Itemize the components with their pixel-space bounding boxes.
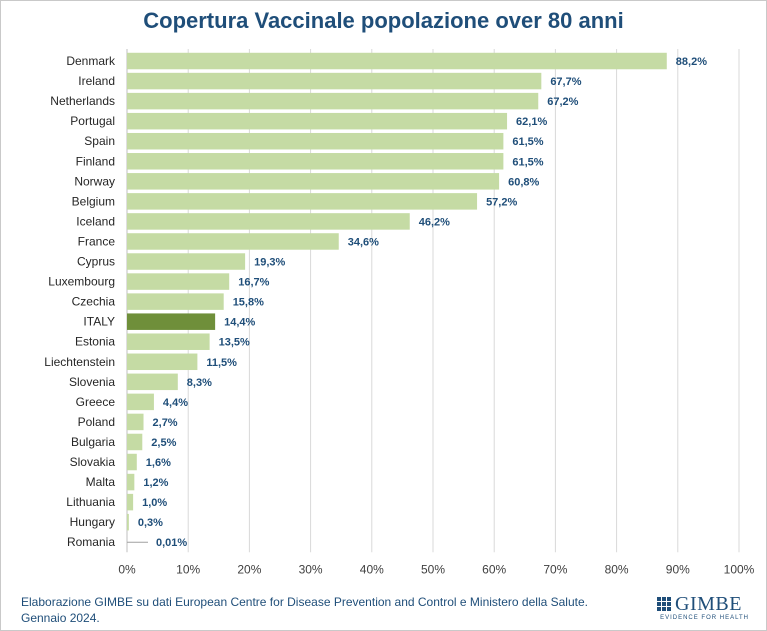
category-label: ITALY	[83, 315, 115, 329]
data-label: 16,7%	[238, 277, 269, 289]
category-label: Norway	[74, 174, 115, 188]
x-tick-label: 0%	[118, 562, 136, 576]
bar-norway	[127, 173, 500, 190]
data-label: 1,2%	[143, 477, 168, 489]
bar-france	[127, 233, 339, 250]
category-label: Romania	[67, 535, 115, 549]
bar-chart: 0% 10% 20% 30% 40% 50% 60% 70% 80% 90% 100% Denmark…	[44, 49, 755, 576]
data-label: 1,0%	[142, 497, 167, 509]
logo-grid-icon	[657, 597, 671, 611]
logo-tagline: EVIDENCE FOR HEALTH	[660, 615, 749, 621]
category-label: Spain	[84, 134, 115, 148]
x-tick-label: 30%	[299, 562, 323, 576]
category-label: Luxembourg	[48, 275, 115, 289]
data-label: 14,4%	[224, 317, 255, 329]
category-label: Ireland	[78, 74, 115, 88]
category-label: Finland	[76, 154, 115, 168]
category-label: Malta	[86, 475, 116, 489]
bar-spain	[127, 132, 504, 150]
bar-luxembourg	[127, 273, 230, 290]
bar-hungary	[127, 513, 129, 531]
bar-portugal	[127, 112, 508, 130]
data-label: 13,5%	[219, 337, 250, 349]
bar-malta	[127, 473, 135, 491]
category-label: Netherlands	[50, 94, 115, 108]
logo-name: GIMBE	[675, 593, 742, 615]
bar-denmark	[127, 52, 667, 70]
category-label: Estonia	[75, 335, 115, 349]
category-label: Portugal	[70, 114, 115, 128]
bar-poland	[127, 413, 144, 431]
data-label: 61,5%	[512, 156, 543, 168]
source-line-1: Elaborazione GIMBE su dati European Cent…	[21, 595, 588, 609]
category-label: Slovenia	[69, 375, 115, 389]
category-label: Belgium	[72, 194, 115, 208]
data-label: 15,8%	[233, 297, 264, 309]
x-tick-label: 40%	[360, 562, 384, 576]
category-label: Slovakia	[70, 455, 116, 469]
category-label: Czechia	[72, 295, 116, 309]
x-tick-label: 10%	[176, 562, 200, 576]
bar-slovenia	[127, 373, 178, 391]
x-tick-label: 70%	[543, 562, 567, 576]
x-tick-label: 90%	[666, 562, 690, 576]
bar-ireland	[127, 72, 542, 90]
x-tick-label: 20%	[237, 562, 261, 576]
data-label: 4,4%	[163, 397, 188, 409]
data-label: 2,5%	[151, 437, 176, 449]
data-label: 2,7%	[153, 417, 178, 429]
source-note: Elaborazione GIMBE su dati European Cent…	[21, 594, 588, 626]
category-label: Lithuania	[66, 495, 115, 509]
data-label: 0,3%	[138, 517, 163, 529]
data-label: 57,2%	[486, 196, 517, 208]
data-label: 67,7%	[550, 76, 581, 88]
bar-cyprus	[127, 253, 246, 270]
data-label: 0,01%	[156, 537, 187, 549]
data-label: 60,8%	[508, 176, 539, 188]
data-label: 88,2%	[676, 56, 707, 68]
category-label: Hungary	[70, 515, 115, 529]
bar-finland	[127, 153, 504, 170]
data-label: 61,5%	[512, 136, 543, 148]
chart-title: Copertura Vaccinale popolazione over 80 …	[143, 8, 624, 33]
data-label: 46,2%	[419, 216, 450, 228]
data-label: 19,3%	[254, 257, 285, 269]
x-tick-label: 80%	[605, 562, 629, 576]
category-label: Liechtenstein	[44, 355, 115, 369]
gimbe-logo: GIMBE EVIDENCE FOR HEALTH	[657, 594, 749, 621]
bar-iceland	[127, 213, 410, 230]
bar-czechia	[127, 293, 224, 310]
category-label: Cyprus	[77, 255, 115, 269]
data-label: 34,6%	[348, 236, 379, 248]
category-label: Iceland	[76, 214, 115, 228]
data-label: 8,3%	[187, 377, 212, 389]
category-label: Greece	[76, 395, 116, 409]
bar-italy	[127, 313, 216, 330]
bar-estonia	[127, 333, 210, 350]
x-tick-label: 100%	[724, 562, 755, 576]
data-label: 62,1%	[516, 116, 547, 128]
bar-lithuania	[127, 493, 134, 511]
bar-belgium	[127, 193, 478, 210]
category-label: Poland	[78, 415, 115, 429]
x-tick-label: 60%	[482, 562, 506, 576]
category-label: Bulgaria	[71, 435, 115, 449]
source-line-2: Gennaio 2024.	[21, 611, 100, 625]
bar-bulgaria	[127, 433, 143, 451]
category-label: France	[78, 234, 116, 248]
data-label: 11,5%	[206, 357, 237, 369]
x-tick-label: 50%	[421, 562, 445, 576]
bar-slovakia	[127, 453, 137, 471]
bar-greece	[127, 393, 154, 411]
data-label: 1,6%	[146, 457, 171, 469]
bar-netherlands	[127, 92, 539, 110]
data-label: 67,2%	[547, 96, 578, 108]
bar-liechtenstein	[127, 353, 198, 371]
category-label: Denmark	[66, 54, 116, 68]
